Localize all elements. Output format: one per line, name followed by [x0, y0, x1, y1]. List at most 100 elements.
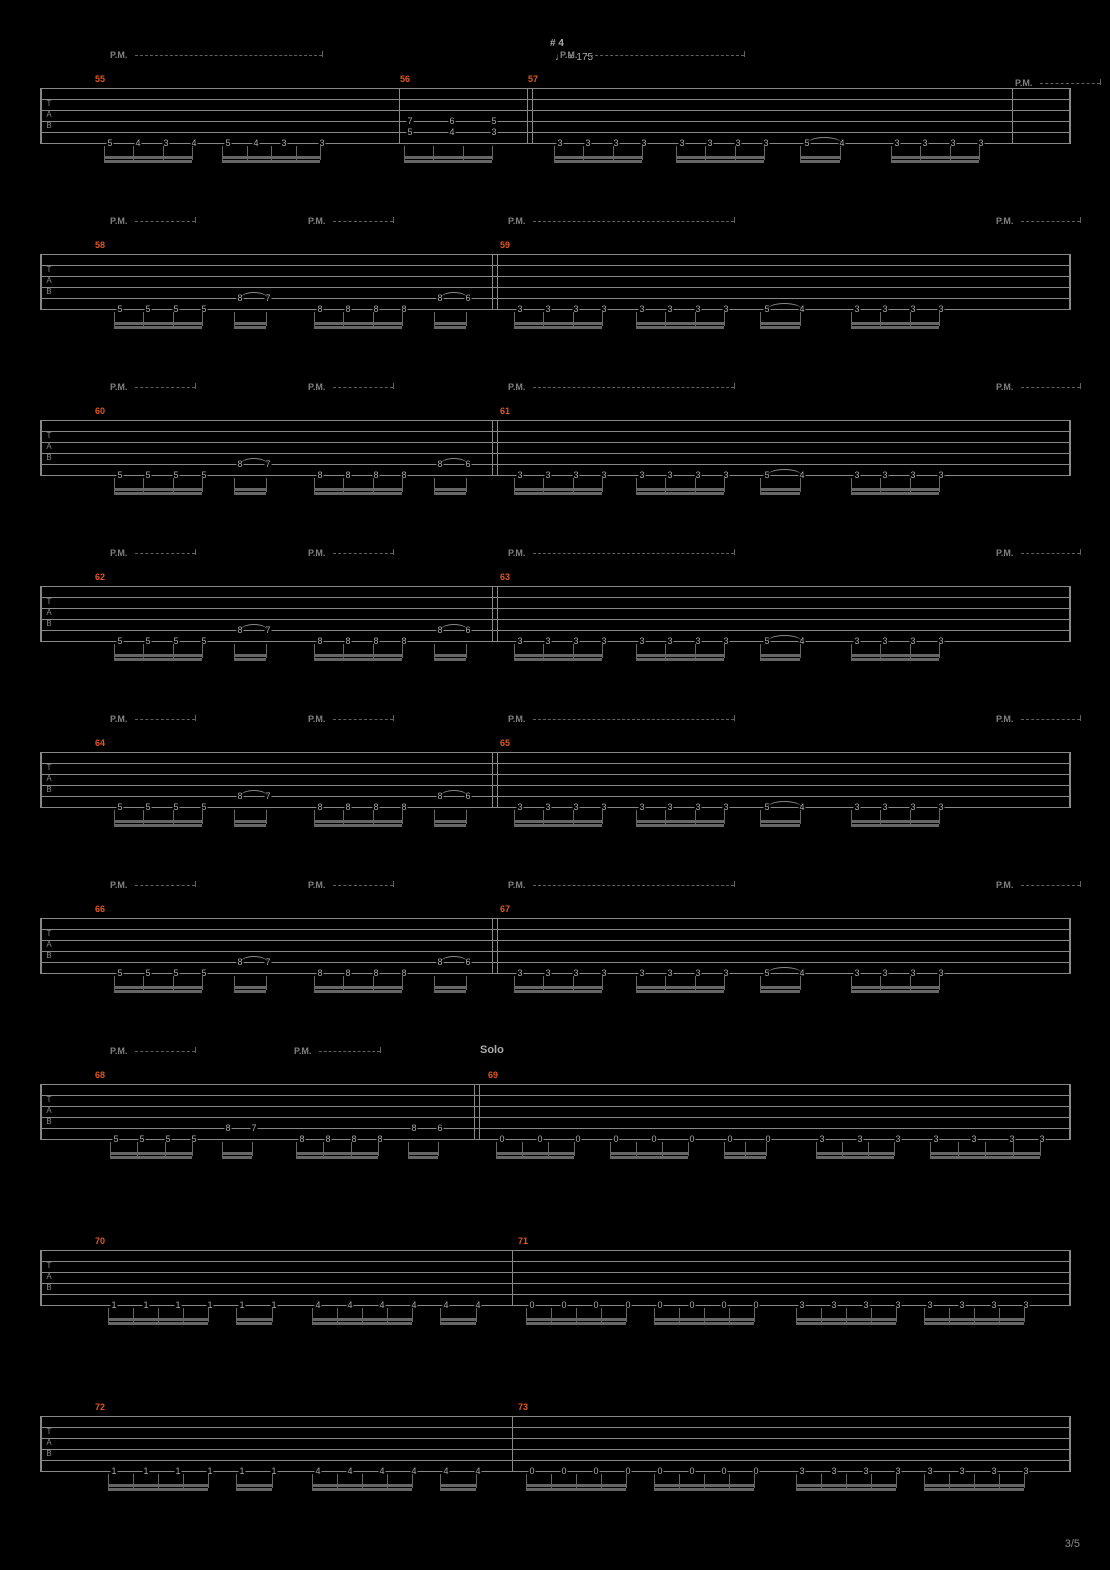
beam-row	[40, 1474, 1068, 1496]
palm-mute-label: P.M.	[308, 548, 325, 558]
tab-system: # 4♩ = 175P.M.P.M.P.M.555657TAB543454337…	[40, 50, 1070, 168]
palm-mute-label: P.M.	[110, 382, 127, 392]
tab-staff: TAB1111114444440000000033333333	[40, 1250, 1070, 1306]
tab-clef: TAB	[44, 928, 54, 961]
tab-system: P.M. P.M. P.M. P.M. 64 65 TAB55558788888633333…	[40, 714, 1070, 832]
palm-mute-label: P.M.	[996, 714, 1013, 724]
technique-row: P.M. P.M. P.M. P.M.	[40, 548, 1068, 568]
measure-number: 67	[500, 904, 510, 914]
measure-number: 70	[95, 1236, 105, 1246]
measure-number-row: 7273	[40, 1402, 1068, 1416]
measure-number-row: 7071	[40, 1236, 1068, 1250]
tab-system: P.M.P.M.P.M.P.M.6061TAB55558788888633333…	[40, 382, 1070, 500]
systems-container: # 4♩ = 175P.M.P.M.P.M.555657TAB543454337…	[40, 50, 1070, 1496]
tab-staff: TAB55558788888633333333543333	[40, 586, 1070, 642]
technique-row: Solo P.M. P.M.	[40, 1046, 1068, 1066]
beam-row	[40, 478, 1068, 500]
fret-number: 6	[448, 116, 455, 126]
measure-number-row: 5859	[40, 240, 1068, 254]
palm-mute-label: P.M.	[508, 216, 525, 226]
palm-mute-label: P.M.	[110, 50, 127, 60]
palm-mute-label: P.M.	[508, 548, 525, 558]
technique-row	[40, 1378, 1068, 1398]
page-number: 3/5	[1065, 1538, 1080, 1550]
fret-number: 3	[490, 127, 497, 137]
measure-number-row: 6667	[40, 904, 1068, 918]
tab-staff: TAB55558788888633333333543333	[40, 420, 1070, 476]
fret-number: 4	[448, 127, 455, 137]
tab-clef: TAB	[44, 1260, 54, 1293]
tab-staff: TAB5434543376554333333333543333	[40, 88, 1070, 144]
tab-clef: TAB	[44, 264, 54, 297]
palm-mute-label: P.M.	[110, 1046, 127, 1056]
palm-mute-label: P.M.	[110, 548, 127, 558]
palm-mute-label: P.M.	[110, 880, 127, 890]
tab-system: SoloP.M.P.M.6869TAB555587888886000000003…	[40, 1046, 1070, 1164]
measure-number-row: 62 63	[40, 572, 1068, 586]
tab-system: P.M.P.M.P.M.P.M.5859TAB55558788888633333…	[40, 216, 1070, 334]
technique-row: # 4♩ = 175P.M.P.M.P.M.	[40, 50, 1068, 70]
fret-number: 8	[410, 1123, 417, 1133]
tab-clef: TAB	[44, 762, 54, 795]
palm-mute-label: P.M.	[110, 714, 127, 724]
palm-mute-label: P.M.	[996, 880, 1013, 890]
measure-number: 60	[95, 406, 105, 416]
beam-row	[40, 146, 1068, 168]
technique-row: P.M.P.M.P.M.P.M.	[40, 382, 1068, 402]
tab-staff: TAB55558788888633333333543333	[40, 254, 1070, 310]
fret-number: 5	[406, 127, 413, 137]
technique-row: P.M. P.M. P.M. P.M.	[40, 714, 1068, 734]
technique-row: P.M. P.M. P.M. P.M.	[40, 880, 1068, 900]
palm-mute-label: P.M.	[110, 216, 127, 226]
beam-row	[40, 1142, 1068, 1164]
palm-mute-label: P.M.	[996, 216, 1013, 226]
tab-page: # 4♩ = 175P.M.P.M.P.M.555657TAB543454337…	[0, 0, 1110, 1570]
measure-number: 61	[500, 406, 510, 416]
tab-system: 7273TAB1111114444440000000033333333	[40, 1378, 1070, 1496]
section-label: Solo	[480, 1044, 504, 1056]
measure-number: 72	[95, 1402, 105, 1412]
fret-number: 5	[490, 116, 497, 126]
fret-number: 8	[224, 1123, 231, 1133]
measure-number-row: 60 61	[40, 406, 1068, 420]
tab-clef: TAB	[44, 1094, 54, 1127]
fret-number: 7	[406, 116, 413, 126]
palm-mute-label: P.M.	[294, 1046, 311, 1056]
beam-row	[40, 312, 1068, 334]
measure-number: 57	[528, 74, 538, 84]
tab-staff: TAB55558788888633333333543333	[40, 752, 1070, 808]
palm-mute-label: P.M.	[508, 714, 525, 724]
palm-mute-label: P.M.	[560, 50, 577, 60]
measure-number-row: 55 56 57	[40, 74, 1068, 88]
measure-number-row: 68 69	[40, 1070, 1068, 1084]
measure-number-row: 64 65	[40, 738, 1068, 752]
beam-row	[40, 1308, 1068, 1330]
measure-number: 63	[500, 572, 510, 582]
tab-clef: TAB	[44, 98, 54, 131]
measure-number: 64	[95, 738, 105, 748]
tab-staff: TAB55558788888633333333543333	[40, 918, 1070, 974]
palm-mute-label: P.M.	[308, 714, 325, 724]
beam-row	[40, 644, 1068, 666]
fret-number: 7	[250, 1123, 257, 1133]
measure-number: 55	[95, 74, 105, 84]
palm-mute-label: P.M.	[308, 382, 325, 392]
technique-row	[40, 1212, 1068, 1232]
palm-mute-label: P.M.	[308, 880, 325, 890]
beam-row	[40, 810, 1068, 832]
measure-number: 65	[500, 738, 510, 748]
tab-staff: TAB555587888886000000003333333	[40, 1084, 1070, 1140]
measure-number: 62	[95, 572, 105, 582]
palm-mute-label: P.M.	[508, 880, 525, 890]
measure-number: 56	[400, 74, 410, 84]
palm-mute-label: P.M.	[996, 548, 1013, 558]
measure-number: 69	[488, 1070, 498, 1080]
tab-staff: TAB1111114444440000000033333333	[40, 1416, 1070, 1472]
time-signature: # 4	[550, 38, 564, 49]
fret-number: 6	[436, 1123, 443, 1133]
measure-number: 59	[500, 240, 510, 250]
tab-clef: TAB	[44, 1426, 54, 1459]
measure-number: 68	[95, 1070, 105, 1080]
palm-mute-label: P.M.	[996, 382, 1013, 392]
beam-row	[40, 976, 1068, 998]
